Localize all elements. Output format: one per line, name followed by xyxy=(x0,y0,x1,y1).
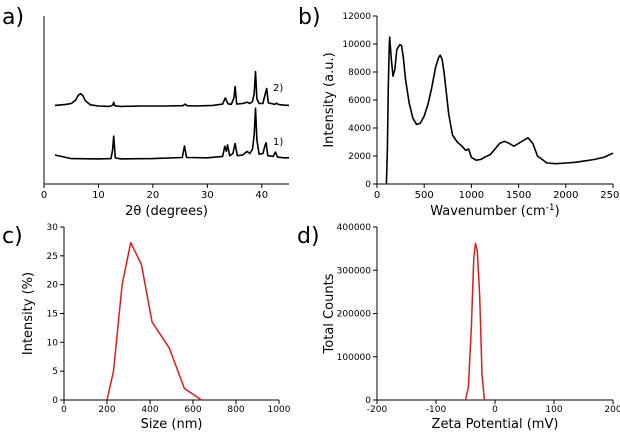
y-tick-label: 0 xyxy=(365,180,371,190)
x-tick-label: 1000 xyxy=(459,190,484,201)
y-tick-label: 400000 xyxy=(337,223,372,233)
y-tick-label: 15 xyxy=(47,310,58,320)
panel-label: c) xyxy=(2,224,23,249)
series-line-2 xyxy=(54,70,290,108)
x-tick-label: 10 xyxy=(92,190,105,201)
y-tick-label: 10000 xyxy=(342,40,371,50)
y-axis-title: Intensity (a.u.) xyxy=(322,52,337,147)
y-tick-label: 10 xyxy=(47,338,59,348)
x-tick-label: 800 xyxy=(227,405,244,415)
x-axis-title-main: Wavenumber (cm xyxy=(430,204,545,219)
panel-label: b) xyxy=(298,5,321,30)
series-line-1 xyxy=(54,107,289,160)
y-tick-label: 0 xyxy=(365,396,371,406)
y-tick-label: 5 xyxy=(52,367,58,377)
x-axis-title-sup: -1 xyxy=(546,203,555,213)
y-tick-label: 2000 xyxy=(348,152,371,162)
x-tick-label: 100 xyxy=(545,405,562,415)
y-tick-label: 300000 xyxy=(337,266,372,276)
x-tick-label: -200 xyxy=(367,405,388,415)
x-axis-title: Size (nm) xyxy=(141,417,203,432)
chart-panel-c: c) 0 200 400 600 800 1000 0 5 10 15 20 25 30 Size (nm)… xyxy=(2,223,291,432)
x-axis-title: Zeta Potential (mV) xyxy=(432,417,559,432)
y-tick-label: 4000 xyxy=(348,124,371,134)
series-line xyxy=(385,36,614,185)
y-tick-label: 6000 xyxy=(348,96,371,106)
y-tick-label: 12000 xyxy=(342,12,371,22)
x-tick-label: 500 xyxy=(415,190,434,201)
y-tick-label: 25 xyxy=(47,252,58,262)
x-tick-label: 1500 xyxy=(506,190,531,201)
x-tick-label: 400 xyxy=(141,405,158,415)
chart-panel-a: a) 0 10 20 30 40 2θ (degrees) 2) 1) xyxy=(2,5,290,219)
y-axis-title: Total Counts xyxy=(322,273,337,354)
series-label: 2) xyxy=(273,83,283,94)
y-tick-label: 0 xyxy=(52,396,58,406)
x-tick-label: 0 xyxy=(61,405,67,415)
x-tick-label: 40 xyxy=(255,190,268,201)
x-tick-label: 200 xyxy=(98,405,115,415)
x-tick-label: 0 xyxy=(492,405,498,415)
chart-panel-d: d) -200 -100 0 100 200 0 100000 200000 300000 4000… xyxy=(297,223,620,432)
x-tick-label: 0 xyxy=(374,190,380,201)
x-tick-label: 0 xyxy=(41,190,47,201)
x-tick-label: 20 xyxy=(147,190,160,201)
x-axis-title: 2θ (degrees) xyxy=(125,204,208,219)
y-tick-label: 100000 xyxy=(337,353,372,363)
x-tick-label: 1000 xyxy=(268,405,291,415)
x-axis-title: Wavenumber (cm-1) xyxy=(430,203,560,219)
y-tick-label: 30 xyxy=(47,223,59,233)
x-tick-label: 30 xyxy=(201,190,214,201)
panel-label: d) xyxy=(297,224,320,249)
y-tick-label: 8000 xyxy=(348,68,371,78)
series-line xyxy=(106,241,203,401)
x-tick-label: 2000 xyxy=(553,190,578,201)
series-line xyxy=(464,242,486,401)
panel-label: a) xyxy=(2,5,24,30)
x-tick-label: 200 xyxy=(604,405,620,415)
x-axis-title-end: ) xyxy=(555,204,560,219)
y-tick-label: 200000 xyxy=(337,310,372,320)
series-label: 1) xyxy=(273,137,283,148)
y-tick-label: 20 xyxy=(47,281,59,291)
y-axis-title: Intensity (%) xyxy=(21,272,36,355)
x-tick-label: 600 xyxy=(184,405,201,415)
x-tick-label: -100 xyxy=(426,405,447,415)
